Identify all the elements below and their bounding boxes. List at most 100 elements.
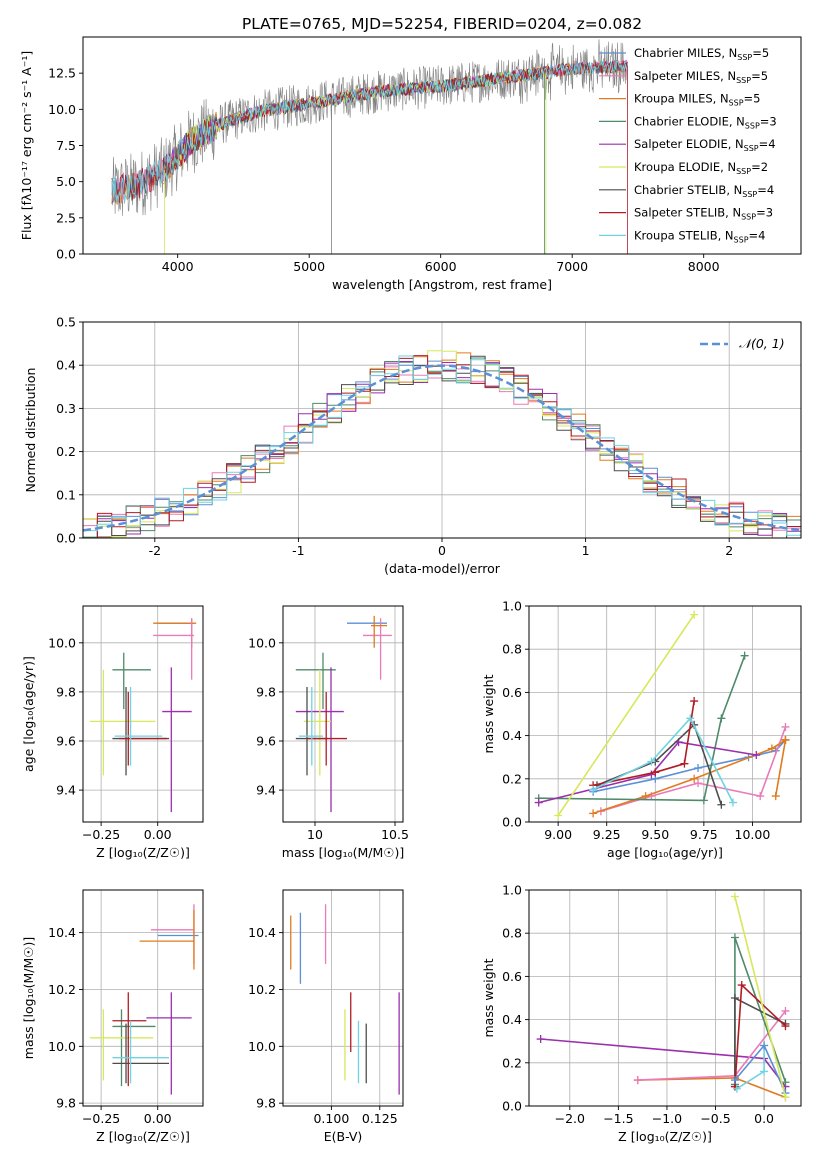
weight-line xyxy=(592,700,695,787)
y-axis-label: Normed distribution xyxy=(23,368,38,493)
y-tick-label: 12.5 xyxy=(48,66,76,81)
x-axis-label: Z [log₁₀(Z/Z☉)] xyxy=(96,845,190,860)
mass-vs-ebv-panel: 0.100 0.125 9.8 10.0 10.2 10.4 E(B-V) xyxy=(248,889,404,1144)
x-tick-label: 10.5 xyxy=(381,827,409,842)
x-axis-label: E(B-V) xyxy=(324,1129,363,1144)
weight-marker xyxy=(536,1035,545,1044)
plot-area xyxy=(529,890,801,1106)
y-tick-label: 0.0 xyxy=(502,815,522,830)
normal-curve xyxy=(83,364,801,532)
weight-line xyxy=(592,739,786,815)
y-tick-label: 9.8 xyxy=(256,684,276,699)
axes-frame xyxy=(82,321,802,539)
x-tick-label: 1 xyxy=(582,543,590,558)
weight-line xyxy=(592,739,787,793)
model-spectrum-kroupa-stelib xyxy=(111,60,628,204)
histogram-kroupa-stelib xyxy=(83,355,801,536)
weight-marker xyxy=(730,892,739,901)
legend-entry: Salpeter STELIB, NSSP=3 xyxy=(634,206,773,222)
age-vs-mass-panel: 10 10.5 9.4 9.6 9.8 10.0 mass [log₁₀(M/M☉)] xyxy=(248,605,409,860)
x-tick-label: 7000 xyxy=(556,259,588,274)
y-tick-label: 0.0 xyxy=(56,531,76,546)
x-tick-label: 10 xyxy=(307,827,323,842)
x-tick-label: 10.00 xyxy=(735,827,771,842)
weight-marker xyxy=(760,1067,769,1076)
weight-marker xyxy=(690,697,699,706)
plot-area xyxy=(283,890,403,1106)
x-tick-label: −1.5 xyxy=(603,1111,633,1126)
x-tick-label: 9.25 xyxy=(593,827,621,842)
weight-marker xyxy=(686,714,695,723)
weight-line xyxy=(734,896,787,1098)
weight-line xyxy=(592,716,734,803)
weight-marker xyxy=(760,1041,769,1050)
axes-frame xyxy=(528,889,802,1107)
y-axis-label: Flux [fλ10⁻¹⁷ erg cm⁻² s⁻¹ A⁻¹] xyxy=(19,51,34,240)
legend-entry: Chabrier MILES, NSSP=5 xyxy=(634,46,769,62)
y-tick-label: 0.3 xyxy=(56,401,76,416)
weight-marker xyxy=(534,798,543,807)
weight-marker xyxy=(690,774,699,783)
weight-marker xyxy=(740,651,749,660)
observed-spectrum xyxy=(111,39,628,216)
y-axis-label: age [log₁₀(age/yr)] xyxy=(21,656,36,772)
weight-marker xyxy=(694,779,703,788)
plot-area xyxy=(83,606,203,822)
weight-marker xyxy=(771,792,780,801)
y-tick-label: 0.0 xyxy=(502,1099,522,1114)
residuals-panel: -2 -1 0 1 2 0.0 0.1 0.2 0.3 0.4 0.5 (data-model)/er… xyxy=(23,315,802,576)
legend-entry: Kroupa ELODIE, NSSP=2 xyxy=(634,160,768,176)
axes-frame xyxy=(82,889,204,1107)
axes-frame xyxy=(282,889,404,1107)
x-tick-label: −0.25 xyxy=(82,1111,120,1126)
weight-marker xyxy=(730,1076,739,1085)
y-tick-label: 0.8 xyxy=(502,642,522,657)
x-axis-label: mass [log₁₀(M/M☉)] xyxy=(282,845,404,860)
weight-marker xyxy=(767,744,776,753)
weight-vs-age-panel: 9.00 9.25 9.50 9.75 10.00 0.0 0.2 0.4 0.6 0.8 1.0 a… xyxy=(481,599,802,860)
weight-line xyxy=(637,1077,786,1099)
y-tick-label: 10.4 xyxy=(48,925,76,940)
y-tick-label: 0.0 xyxy=(56,247,76,262)
y-tick-label: 9.8 xyxy=(56,1096,76,1111)
plot-area xyxy=(83,322,801,538)
weight-marker xyxy=(781,735,790,744)
y-tick-label: 9.4 xyxy=(256,783,276,798)
legend-entry: Salpeter ELODIE, NSSP=4 xyxy=(634,137,776,153)
y-axis-label: mass weight xyxy=(481,674,496,753)
legend-entry: 𝒩(0, 1) xyxy=(739,336,785,351)
weight-marker xyxy=(651,768,660,777)
y-tick-label: 0.4 xyxy=(56,358,76,373)
spectrum-panel: 4000 5000 6000 7000 8000 0.0 2.5 5.0 7.5 10.0 12.5… xyxy=(19,36,802,292)
weight-marker xyxy=(641,792,650,801)
y-tick-label: 0.4 xyxy=(502,728,522,743)
x-tick-label: −0.5 xyxy=(700,1111,730,1126)
plot-area xyxy=(283,606,403,822)
weight-marker xyxy=(717,714,726,723)
x-axis-label: age [log₁₀(age/yr)] xyxy=(607,845,723,860)
weight-vs-metallicity-panel: −2.0 −1.5 −1.0 −0.5 0.0 0.0 0.2 0.4 0.6 0.8 1.0 Z [… xyxy=(481,883,802,1144)
y-tick-label: 10.0 xyxy=(248,1039,276,1054)
x-tick-label: 0 xyxy=(438,543,446,558)
weight-marker xyxy=(781,1093,790,1102)
y-tick-label: 9.8 xyxy=(56,684,76,699)
y-tick-label: 7.5 xyxy=(56,138,76,153)
plot-area xyxy=(83,890,203,1106)
y-tick-label: 9.8 xyxy=(256,1096,276,1111)
x-tick-label: 0.00 xyxy=(144,827,172,842)
x-tick-label: −0.25 xyxy=(82,827,120,842)
plot-area xyxy=(529,606,801,822)
x-axis-label: (data-model)/error xyxy=(384,561,501,576)
weight-marker xyxy=(717,800,726,809)
axes-frame xyxy=(528,605,802,823)
residuals-legend: 𝒩(0, 1) xyxy=(700,336,785,351)
weight-marker xyxy=(752,751,761,760)
x-tick-label: -2 xyxy=(149,543,161,558)
weight-line xyxy=(538,741,757,804)
x-tick-label: 9.75 xyxy=(690,827,718,842)
axes-frame xyxy=(282,605,404,823)
weight-line xyxy=(557,614,695,816)
spectrum-legend: Chabrier MILES, NSSP=5 Salpeter MILES, NS… xyxy=(599,46,777,244)
x-tick-label: -1 xyxy=(292,543,304,558)
